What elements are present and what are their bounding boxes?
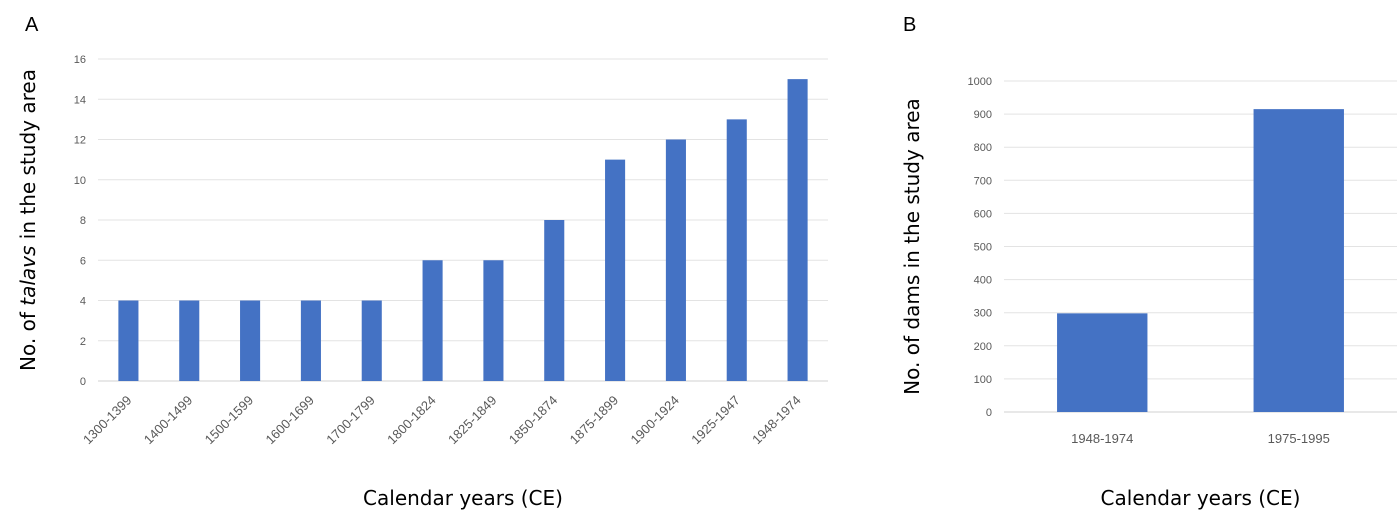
chart-b-bar	[1057, 313, 1148, 412]
chart-a-x-tick-label: 1900-1924	[627, 393, 682, 448]
chart-a-y-tick-label: 12	[74, 135, 86, 147]
chart-b-x-tick-label: 1975-1995	[1268, 431, 1330, 446]
chart-b-y-tick-label: 0	[986, 407, 992, 419]
panel-b-letter: B	[903, 14, 917, 36]
chart-b-y-tick-label: 700	[974, 175, 992, 187]
chart-a-x-tick-label: 1600-1699	[262, 393, 317, 448]
chart-a-y-tick-label: 4	[80, 296, 86, 308]
chart-a-bar	[483, 260, 504, 381]
chart-a-bar	[605, 159, 626, 381]
chart-b-y-tick-label: 1000	[968, 76, 992, 88]
chart-a-y-tick-label: 0	[80, 376, 86, 388]
chart-a-y-tick-label: 10	[74, 175, 86, 187]
chart-b-y-tick-label: 300	[974, 308, 992, 320]
chart-b-y-tick-label: 100	[974, 374, 992, 386]
panel-a-letter: A	[25, 14, 39, 36]
chart-b-y-axis-title: No. of dams in the study area	[900, 98, 924, 395]
chart-a-talavs: 0 2 4 6 8 10 12 14 16 1300-1399 1400-1499 1500-1599…	[16, 54, 828, 510]
chart-a-y-tick-label: 8	[80, 215, 86, 227]
chart-a-x-tick-label: 1500-1599	[202, 393, 257, 448]
chart-a-bar	[665, 139, 686, 381]
chart-a-x-tick-label: 1800-1824	[384, 393, 439, 448]
chart-a-y-tick-label: 14	[74, 94, 86, 106]
chart-b-y-tick-label: 500	[974, 242, 992, 254]
chart-b-dams: 0 100 200 300 400 500 600 700 800 900 1000 1948-197…	[900, 76, 1397, 510]
chart-a-bar	[787, 79, 808, 381]
chart-a-y-axis-title-part: in the study area	[16, 69, 40, 246]
chart-b-x-tick-label: 1948-1974	[1071, 431, 1133, 446]
chart-b-bar	[1253, 109, 1344, 412]
chart-a-bar	[240, 300, 261, 381]
chart-a-x-tick-label: 1948-1974	[749, 393, 804, 448]
chart-b-x-axis-title: Calendar years (CE)	[1101, 486, 1301, 510]
chart-a-bar	[300, 300, 321, 381]
chart-b-y-tick-label: 600	[974, 208, 992, 220]
chart-a-bar	[422, 260, 443, 381]
chart-a-bar	[179, 300, 200, 381]
chart-b-y-tick-label: 200	[974, 341, 992, 353]
chart-b-y-tick-label: 800	[974, 142, 992, 154]
chart-a-y-axis-title-part: No. of	[16, 306, 40, 371]
chart-a-x-tick-label: 1300-1399	[80, 393, 135, 448]
chart-a-y-axis-title-part: talavs	[16, 246, 40, 306]
chart-a-y-tick-label: 2	[80, 336, 86, 348]
chart-a-x-axis-title: Calendar years (CE)	[363, 486, 563, 510]
chart-b-y-tick-label: 900	[974, 109, 992, 121]
chart-a-x-tick-label: 1925-1947	[688, 393, 743, 448]
chart-a-bar	[544, 220, 565, 381]
chart-a-y-axis-title: No. of talavs in the study area	[16, 69, 40, 371]
chart-a-x-tick-label: 1700-1799	[323, 393, 378, 448]
chart-a-bar	[118, 300, 139, 381]
chart-a-y-tick-label: 16	[74, 54, 86, 66]
chart-a-bar	[361, 300, 382, 381]
chart-a-x-tick-label: 1875-1899	[567, 393, 622, 448]
chart-a-x-tick-label: 1400-1499	[141, 393, 196, 448]
chart-a-bar	[726, 119, 747, 381]
chart-a-x-tick-label: 1850-1874	[506, 393, 561, 448]
chart-b-y-tick-label: 400	[974, 275, 992, 287]
chart-a-x-tick-label: 1825-1849	[445, 393, 500, 448]
chart-a-y-tick-label: 6	[80, 255, 86, 267]
